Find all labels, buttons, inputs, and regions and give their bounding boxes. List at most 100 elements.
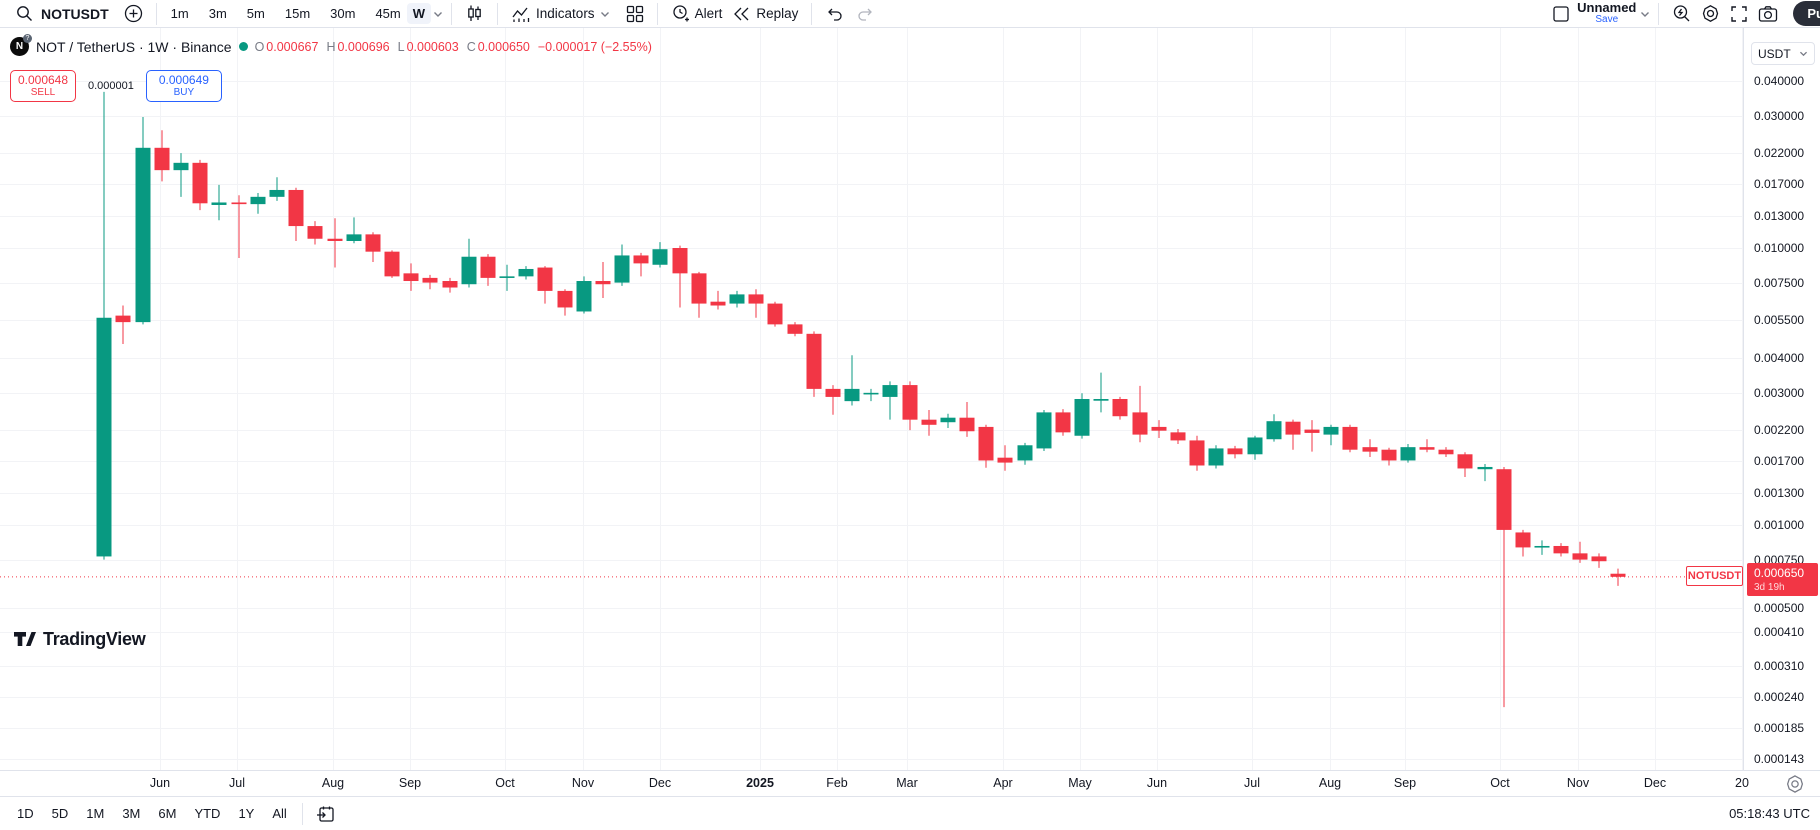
candle <box>672 245 688 308</box>
candle <box>1093 372 1109 413</box>
symbol-button[interactable]: NOTUSDT <box>41 5 109 22</box>
timeframe-1m[interactable]: 1m <box>165 3 195 24</box>
candle <box>422 274 438 290</box>
price-axis[interactable]: USDT 0.040000 0.030000 0.022000 0.017000 0.0… <box>1743 28 1820 770</box>
settings-gear-icon[interactable] <box>1696 2 1725 25</box>
spread-value: 0.000001 <box>88 80 134 92</box>
buy-button[interactable]: 0.000649 BUY <box>145 70 222 102</box>
price-tick-0.030000: 0.030000 <box>1754 108 1805 123</box>
candle <box>882 381 898 420</box>
timeframe-3m[interactable]: 3m <box>203 3 233 24</box>
time-tick-Dec: Dec <box>648 776 672 790</box>
search-icon[interactable] <box>10 2 39 25</box>
candle <box>710 290 726 310</box>
candle <box>691 271 707 318</box>
price-tick-0.000143: 0.000143 <box>1754 751 1805 766</box>
alert-button[interactable]: Alert <box>666 1 728 26</box>
quick-search-icon[interactable] <box>1667 2 1696 25</box>
candle <box>269 177 285 201</box>
price-tick-0.002200: 0.002200 <box>1754 423 1805 438</box>
candle <box>327 218 343 268</box>
range-3M[interactable]: 3M <box>115 802 147 825</box>
timeframe-15m[interactable]: 15m <box>279 3 316 24</box>
candle <box>1400 444 1416 463</box>
sell-label: SELL <box>30 87 56 99</box>
price-tick-0.013000: 0.013000 <box>1754 209 1805 224</box>
currency-label: USDT <box>1758 46 1791 61</box>
undo-icon[interactable] <box>820 4 850 24</box>
candle <box>1304 420 1320 452</box>
compare-add-icon[interactable] <box>119 2 148 25</box>
candle <box>1285 419 1301 450</box>
time-tick-Oct: Oct <box>495 776 515 790</box>
candles <box>96 91 1626 708</box>
indicators-button[interactable]: Indicators <box>506 2 615 26</box>
chart-area[interactable]: N? NOT / TetherUS · 1W · Binance O 0.0006… <box>0 28 1743 770</box>
timeframe-active-W[interactable]: W <box>406 3 432 24</box>
range-6M[interactable]: 6M <box>151 802 183 825</box>
redo-icon[interactable] <box>850 4 880 24</box>
price-tick-0.007500: 0.007500 <box>1754 275 1805 290</box>
sell-button[interactable]: 0.000648 SELL <box>10 70 76 102</box>
candle <box>1208 445 1224 469</box>
range-All[interactable]: All <box>265 802 293 825</box>
time-tick-2025: 2025 <box>746 776 774 790</box>
candle <box>499 264 515 291</box>
candle <box>1381 447 1397 466</box>
time-tick-Jul: Jul <box>229 776 245 790</box>
candle <box>250 192 266 214</box>
replay-label: Replay <box>756 6 799 21</box>
timeframe-45m[interactable]: 45m <box>369 3 406 24</box>
range-5D[interactable]: 5D <box>45 802 76 825</box>
range-1Y[interactable]: 1Y <box>231 802 261 825</box>
layout-chevron-down-icon[interactable] <box>1640 10 1650 18</box>
camera-screenshot-icon[interactable] <box>1753 3 1783 25</box>
price-tick-0.004000: 0.004000 <box>1754 351 1805 366</box>
timeframe-5m[interactable]: 5m <box>241 3 271 24</box>
time-tick-Jun: Jun <box>1146 776 1168 790</box>
candle <box>748 289 764 318</box>
chart-style-candles-icon[interactable] <box>460 2 489 25</box>
candle <box>288 187 304 241</box>
market-status-dot[interactable] <box>238 42 248 51</box>
tradingview-watermark[interactable]: TradingView <box>14 628 146 650</box>
save-button[interactable]: Save <box>1595 14 1619 26</box>
divider <box>656 2 658 25</box>
candle <box>1036 410 1052 451</box>
price-tick-0.001700: 0.001700 <box>1754 454 1805 469</box>
candle <box>403 263 419 291</box>
replay-button[interactable]: Replay <box>727 3 803 25</box>
timeframe-30m[interactable]: 30m <box>324 3 361 24</box>
time-tick-Mar: Mar <box>896 776 918 790</box>
time-axis[interactable]: Jun Jul Aug Sep Oct Nov Dec 2025 Feb Mar Apr May Jun… <box>0 770 1820 796</box>
currency-selector[interactable]: USDT <box>1751 42 1815 65</box>
publish-button[interactable]: Pu <box>1793 1 1820 26</box>
layout-name-block[interactable]: Unnamed Save <box>1577 1 1636 25</box>
price-tick-0.001300: 0.001300 <box>1754 486 1805 501</box>
timezone-settings-icon[interactable] <box>1785 774 1805 794</box>
candle <box>825 385 841 415</box>
candle <box>940 413 956 428</box>
fullscreen-icon[interactable] <box>1725 3 1753 25</box>
price-tick-0.001000: 0.001000 <box>1754 518 1805 532</box>
candle <box>1457 452 1473 478</box>
candle <box>1591 553 1607 568</box>
candle <box>461 238 477 288</box>
layout-grid-icon[interactable] <box>621 3 649 25</box>
candle <box>1534 540 1550 555</box>
price-tick-0.000500: 0.000500 <box>1754 601 1805 616</box>
go-to-date-icon[interactable] <box>311 803 340 825</box>
clock[interactable]: 05:18:43 UTC <box>1729 806 1810 821</box>
top-toolbar: NOTUSDT 1m 3m 5m 15m 30m 45m W Indicators <box>0 0 1820 28</box>
range-1D[interactable]: 1D <box>10 802 41 825</box>
layout-square-icon[interactable] <box>1547 3 1575 25</box>
candle <box>135 117 151 325</box>
buy-label: BUY <box>173 87 195 99</box>
buy-price: 0.000649 <box>158 72 209 87</box>
range-YTD[interactable]: YTD <box>187 802 227 825</box>
price-tick-0.040000: 0.040000 <box>1754 74 1805 89</box>
candle <box>997 445 1013 471</box>
timeframes-chevron-down-icon[interactable] <box>433 10 443 18</box>
chart-title[interactable]: NOT / TetherUS · 1W · Binance <box>36 38 232 55</box>
range-1M[interactable]: 1M <box>79 802 111 825</box>
